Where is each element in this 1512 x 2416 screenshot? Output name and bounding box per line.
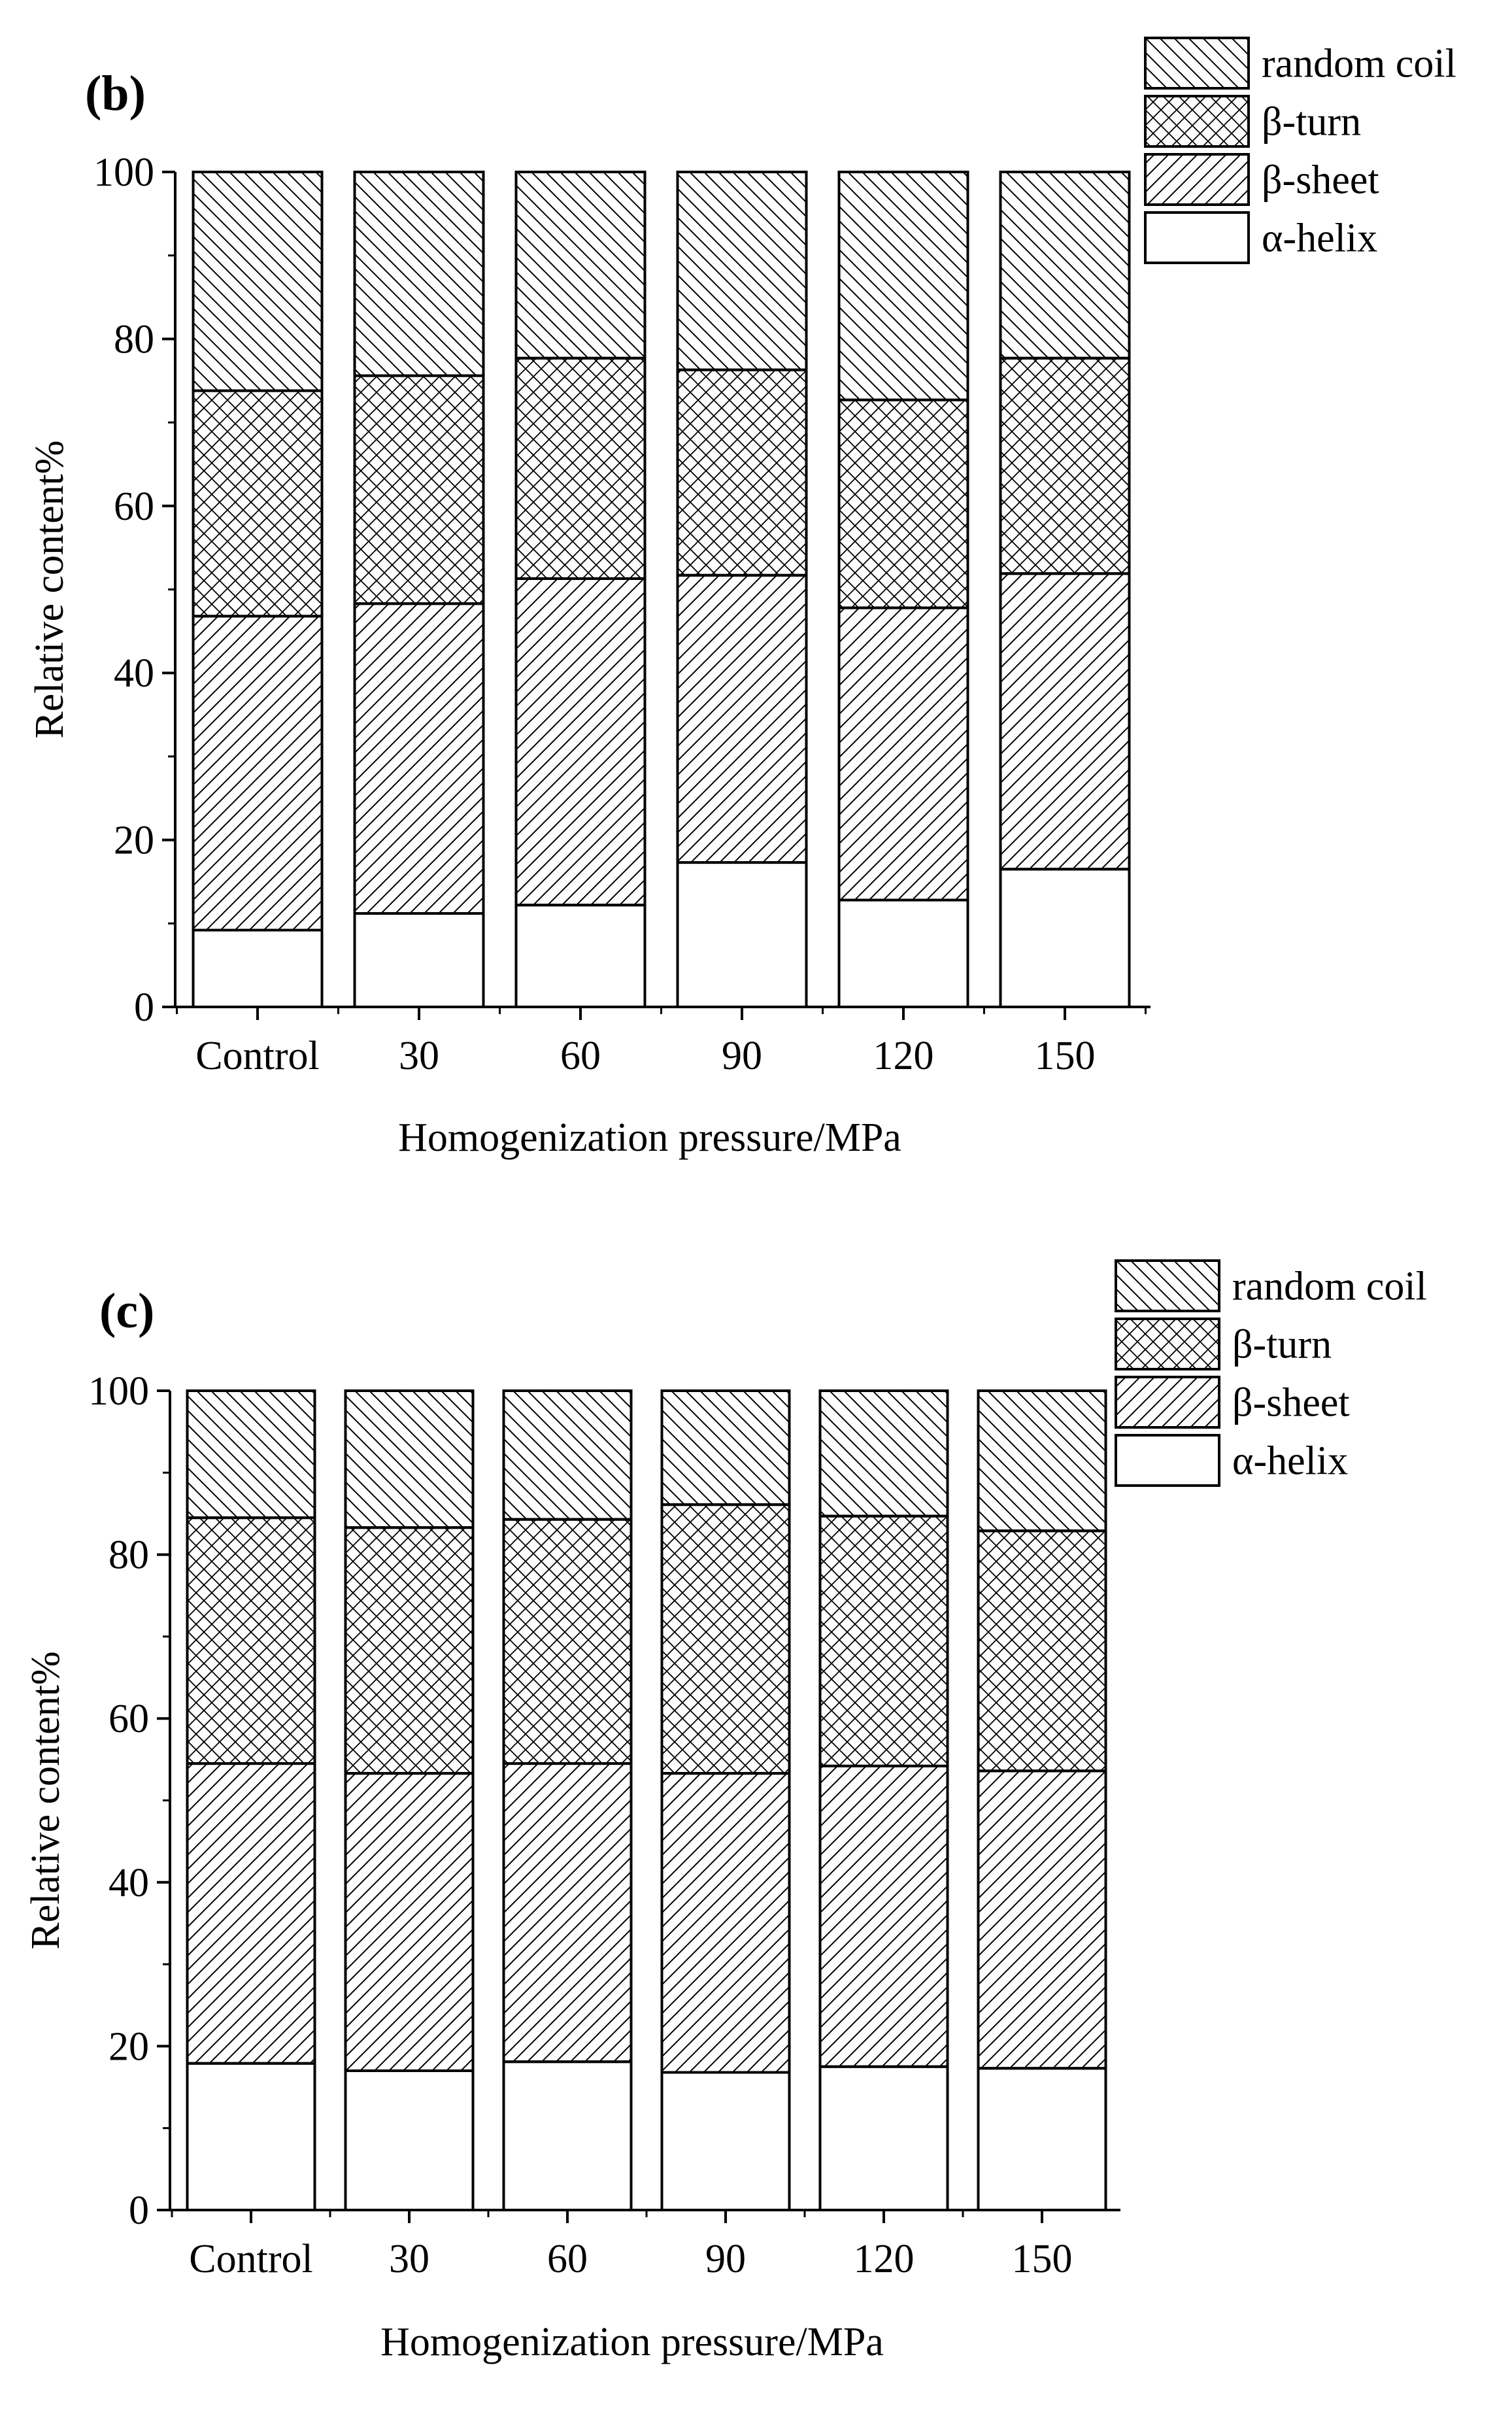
legend-swatch [1115, 1259, 1220, 1312]
bar-segment [344, 1526, 475, 1775]
bar-segment [818, 2065, 949, 2212]
bar-segment [818, 1514, 949, 1767]
legend-label: β-sheet [1232, 1381, 1350, 1425]
bar-segment [999, 572, 1131, 871]
bar-segment [186, 2062, 316, 2211]
legend-swatch [1115, 1376, 1220, 1429]
bar-segment [353, 374, 485, 605]
bar-segment [344, 2069, 475, 2211]
y-tick-label: 40 [109, 1861, 149, 1905]
bar-segment [502, 1762, 633, 2064]
y-tick-label: 80 [114, 317, 154, 362]
legend-label: α-helix [1232, 1439, 1348, 1484]
y-tick-label: 100 [88, 1369, 149, 1414]
x-tick-label: 150 [1012, 2237, 1073, 2281]
legend-swatch [1115, 1318, 1220, 1370]
legend-swatch [1115, 1434, 1220, 1487]
bar-segment [502, 2060, 633, 2212]
x-tick-label: 60 [547, 2237, 588, 2281]
x-tick-label: Control [195, 1034, 319, 1078]
bar-segment [676, 171, 808, 371]
x-tick-label: 90 [722, 1034, 762, 1078]
bar-segment [502, 1518, 633, 1765]
bar-segment [344, 1772, 475, 2072]
x-tick-label: Control [189, 2237, 312, 2281]
y-tick-label: 0 [134, 985, 154, 1030]
bar-segment [502, 1389, 633, 1521]
x-tick-label: 30 [389, 2237, 429, 2281]
legend-label: β-turn [1262, 100, 1361, 145]
bar-segment [676, 861, 808, 1008]
bar-segment [837, 398, 969, 609]
chart-panel-c: (c) 0 20 40 60 80 100 Control 30 60 90 120 150 Homoge… [24, 1259, 1427, 2364]
y-tick-label: 60 [109, 1697, 149, 1741]
y-tick-label: 0 [129, 2188, 149, 2233]
y-tick-label: 60 [114, 485, 154, 529]
bar-segment [353, 171, 485, 377]
legend-label: α-helix [1262, 216, 1377, 261]
y-tick-label: 20 [114, 819, 154, 863]
bar-segment [818, 1764, 949, 2068]
panel-label: (b) [85, 66, 146, 121]
bar-segment [344, 1389, 475, 1529]
bar-segment [660, 2071, 791, 2212]
bar-segment [192, 389, 324, 618]
bar-segment [676, 573, 808, 864]
bar-segment [999, 356, 1131, 575]
bar-segment [186, 1762, 316, 2065]
bar-segment [514, 577, 647, 907]
y-axis-title: Relative content% [24, 1651, 68, 1949]
legend-swatch [1144, 95, 1250, 148]
legend-swatch [1144, 37, 1250, 90]
x-tick-label: 120 [873, 1034, 934, 1078]
bar-segment [977, 1389, 1107, 1533]
legend-label: random coil [1262, 42, 1456, 86]
panel-label: (c) [99, 1284, 154, 1338]
x-axis-title: Homogenization pressure/MPa [380, 2320, 884, 2364]
x-axis-title: Homogenization pressure/MPa [398, 1115, 901, 1160]
bar-segment [837, 898, 969, 1008]
y-tick-label: 100 [93, 150, 154, 195]
bar-segment [977, 1529, 1107, 1773]
bar-segment [192, 615, 324, 932]
bar-segment [660, 1389, 791, 1506]
y-tick-label: 80 [109, 1533, 149, 1578]
bar-segment [837, 171, 969, 401]
bar-segment [514, 356, 647, 580]
x-tick-label: 60 [560, 1034, 601, 1078]
chart-panel-b: (b) 0 20 40 60 80 100 Control 30 60 90 120 150 Homoge… [27, 37, 1456, 1160]
bar-segment [514, 171, 647, 360]
y-tick-label: 40 [114, 651, 154, 696]
bar-segment [186, 1516, 316, 1765]
legend-swatch [1144, 153, 1250, 206]
bar-segment [660, 1503, 791, 1775]
bar-segment [977, 2067, 1107, 2211]
bar-segment [837, 606, 969, 902]
bar-segment [999, 171, 1131, 360]
x-tick-label: 30 [399, 1034, 439, 1078]
bar-segment [353, 911, 485, 1008]
legend-label: β-turn [1232, 1323, 1332, 1367]
legend-label: random coil [1232, 1265, 1427, 1309]
y-axis-title: Relative content% [27, 440, 72, 738]
legend-swatch [1144, 211, 1250, 264]
bar-segment [977, 1769, 1107, 2070]
bar-segment [676, 368, 808, 577]
bar-segment [192, 171, 324, 392]
y-tick-label: 20 [109, 2024, 149, 2069]
x-tick-label: 120 [854, 2237, 915, 2281]
bar-segment [186, 1389, 316, 1520]
legend-label: β-sheet [1262, 158, 1379, 203]
bar-segment [353, 602, 485, 915]
bar-segment [818, 1389, 949, 1518]
bar-segment [660, 1772, 791, 2074]
x-tick-label: 90 [705, 2237, 746, 2281]
bar-segment [192, 928, 324, 1008]
x-tick-label: 150 [1035, 1034, 1096, 1078]
bar-segment [999, 868, 1131, 1009]
bar-segment [514, 904, 647, 1009]
